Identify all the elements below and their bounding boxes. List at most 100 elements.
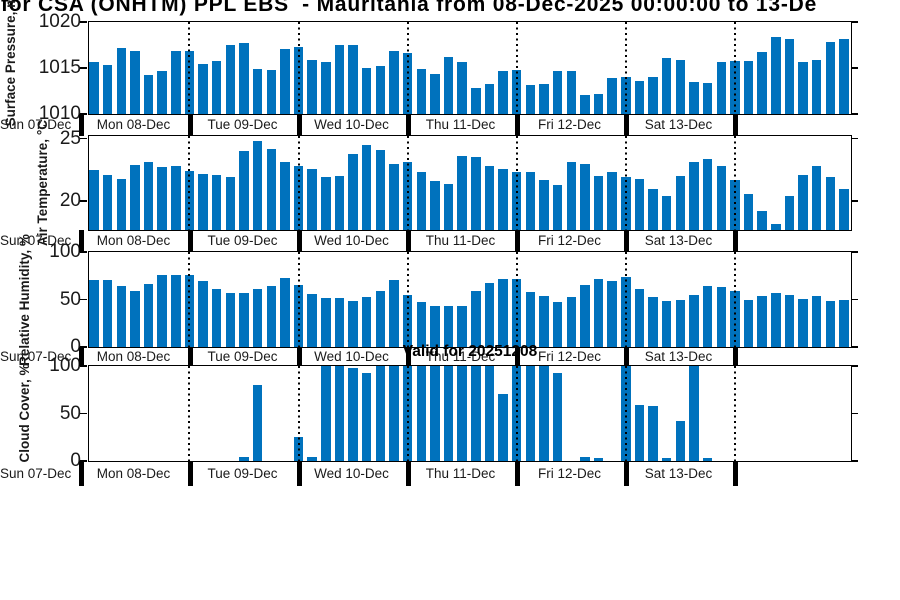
bar-30 xyxy=(498,393,508,461)
bar-0 xyxy=(89,169,99,230)
bar-0 xyxy=(89,279,99,347)
day-boundary-tick xyxy=(515,461,520,486)
x-tick-label-day: Thu 11-Dec xyxy=(425,117,496,132)
y-axis-label-temperature: Air Temperature, °C xyxy=(35,120,50,246)
bar-0 xyxy=(89,62,99,114)
axis-tick-mark xyxy=(80,251,88,253)
bar-49 xyxy=(757,211,767,230)
day-boundary-line xyxy=(515,136,518,230)
bar-37 xyxy=(593,278,604,347)
bar-29 xyxy=(484,366,495,461)
axis-tick-mark xyxy=(80,298,88,301)
day-boundary-line xyxy=(188,136,191,230)
bar-55 xyxy=(839,188,849,230)
bar-51 xyxy=(784,196,795,230)
day-boundary-line xyxy=(297,136,300,230)
bar-33 xyxy=(539,179,549,230)
bar-2 xyxy=(116,286,127,347)
bar-28 xyxy=(471,290,481,347)
bar-41 xyxy=(648,405,658,461)
x-tick-label-day: Mon 08-Dec xyxy=(96,465,171,481)
x-tick-label-day: Sat 13-Dec xyxy=(644,465,713,481)
bar-22 xyxy=(389,163,399,230)
bar-52 xyxy=(798,174,808,230)
bar-53 xyxy=(811,295,822,347)
bar-21 xyxy=(375,66,386,114)
bar-55 xyxy=(839,39,849,114)
day-boundary-tick xyxy=(188,347,193,366)
bar-40 xyxy=(634,289,645,347)
bar-45 xyxy=(702,82,713,114)
bar-43 xyxy=(675,421,686,461)
x-tick-label-day: Fri 12-Dec xyxy=(537,465,602,481)
bar-17 xyxy=(321,366,331,461)
air-temperature-plot: 20 25 xyxy=(60,128,858,231)
bar-37 xyxy=(593,93,604,114)
day-boundary-line xyxy=(624,136,627,230)
y-tick-label: 50 xyxy=(59,402,81,424)
bar-19 xyxy=(348,153,358,230)
x-tick-label-day: Wed 10-Dec xyxy=(314,348,389,364)
day-boundary-tick xyxy=(624,461,629,486)
day-boundary-tick xyxy=(733,230,738,252)
axis-tick-mark xyxy=(80,365,88,367)
bar-36 xyxy=(580,285,590,347)
bar-18 xyxy=(334,366,345,461)
bar-50 xyxy=(771,292,781,347)
y-tick-label: 100 xyxy=(49,241,81,262)
bar-22 xyxy=(389,50,399,114)
bar-25 xyxy=(430,306,440,347)
bar-21 xyxy=(375,290,386,347)
bar-53 xyxy=(811,166,822,230)
day-boundary-tick xyxy=(79,461,84,486)
x-tick-label-day: Wed 10-Dec xyxy=(314,233,389,248)
bar-42 xyxy=(661,301,672,347)
x-tick-label-sun: Sun 07-Dec xyxy=(0,117,72,132)
x-tick-label-day: Wed 10-Dec xyxy=(314,117,389,132)
axis-tick-mark xyxy=(851,460,858,462)
x-tick-label-day: Mon 08-Dec xyxy=(96,233,171,248)
bar-35 xyxy=(566,296,577,347)
bar-5 xyxy=(157,70,167,114)
day-boundary-line xyxy=(406,366,409,461)
day-boundary-tick xyxy=(624,347,629,366)
x-tick-label-day: Thu 11-Dec xyxy=(425,233,496,248)
bar-4 xyxy=(143,162,154,230)
bar-49 xyxy=(757,295,767,347)
day-boundary-line xyxy=(624,252,627,347)
bar-12 xyxy=(252,141,263,230)
bar-25 xyxy=(430,181,440,230)
bar-29 xyxy=(484,83,495,114)
bar-12 xyxy=(252,68,263,114)
y-tick-label: 100 xyxy=(49,355,81,376)
axis-tick-mark xyxy=(851,113,858,115)
bar-17 xyxy=(321,61,331,114)
axis-tick-mark xyxy=(80,460,88,462)
y-tick-label: 1015 xyxy=(38,57,81,78)
bar-46 xyxy=(716,166,727,230)
bar-2 xyxy=(116,178,127,230)
x-axis-row: Sun 07-Dec Mon 08-Dec Tue 09-Dec Wed 10-Dec… xyxy=(0,230,900,252)
bar-18 xyxy=(334,45,345,114)
figure-title: for CSA (ONHTM) PPL EBS - Mauritania fro… xyxy=(1,0,818,16)
bar-54 xyxy=(825,301,836,347)
bar-55 xyxy=(839,299,849,347)
day-boundary-tick xyxy=(297,461,302,486)
bar-11 xyxy=(239,292,249,347)
day-boundary-line xyxy=(733,22,736,114)
day-boundary-tick xyxy=(406,114,411,136)
day-boundary-tick xyxy=(406,230,411,252)
bar-5 xyxy=(157,167,167,230)
day-boundary-line xyxy=(515,22,518,114)
bar-46 xyxy=(716,61,727,114)
bar-45 xyxy=(702,286,713,347)
bar-1 xyxy=(102,65,113,114)
bar-26 xyxy=(443,366,454,461)
day-boundary-line xyxy=(297,22,300,114)
axis-tick-mark xyxy=(851,67,858,69)
x-tick-label-day: Tue 09-Dec xyxy=(207,233,278,248)
x-tick-label-day: Tue 09-Dec xyxy=(207,117,278,132)
bar-38 xyxy=(607,172,617,230)
bar-42 xyxy=(661,458,672,461)
bar-51 xyxy=(784,294,795,347)
